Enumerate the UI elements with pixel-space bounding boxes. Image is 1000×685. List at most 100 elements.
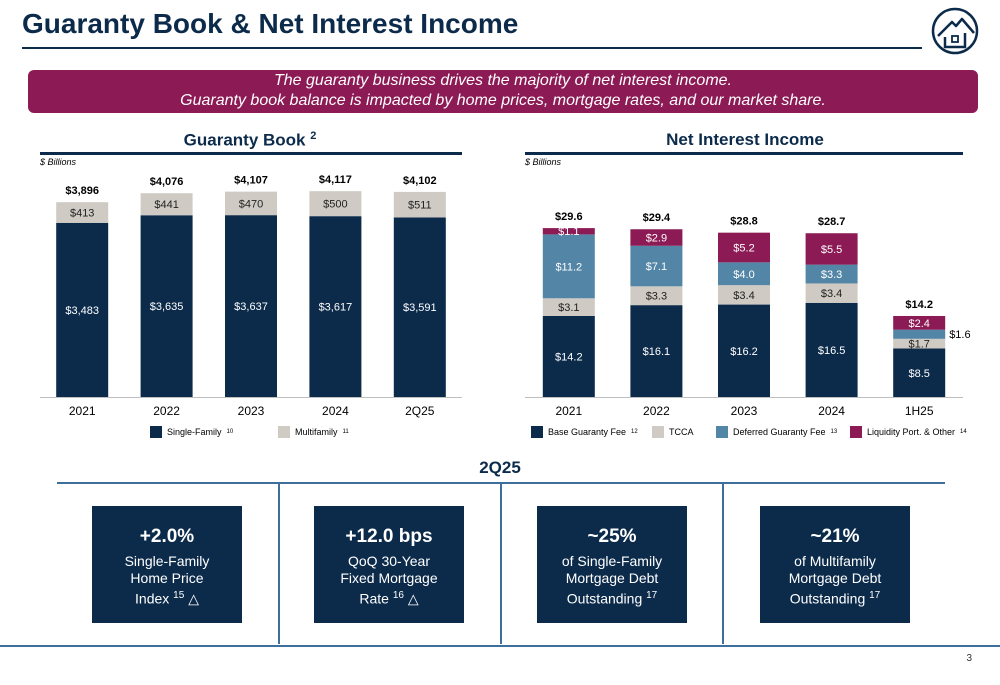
bar-segment — [393, 191, 446, 218]
kpi-description: Single-Family Home Price Index 15 △ — [124, 553, 210, 607]
bar-segment — [893, 338, 946, 349]
summary-banner: The guaranty business drives the majorit… — [28, 70, 978, 113]
kpi-description: QoQ 30-Year Fixed Mortgage Rate 16 △ — [340, 553, 438, 607]
nii-rule — [525, 152, 963, 155]
guaranty-book-rule — [40, 152, 462, 155]
x-tick-label: 2023 — [238, 404, 265, 418]
bar-segment — [630, 286, 683, 306]
data-label: $3.3 — [646, 291, 667, 303]
data-label: $16.2 — [730, 346, 758, 358]
data-label: $2.4 — [908, 318, 929, 330]
kpi-value: ~21% — [810, 526, 860, 547]
house-seal-logo — [931, 7, 979, 55]
data-label: $1.1 — [558, 226, 579, 238]
data-label: $3,637 — [234, 301, 268, 313]
bar-segment — [140, 215, 193, 397]
data-label: $3.3 — [821, 269, 842, 281]
total-label: $4,102 — [403, 175, 437, 187]
kpi-card-multifamily-share: ~21% of Multifamily Mortgage Debt Outsta… — [760, 506, 910, 623]
data-label: $441 — [154, 199, 178, 211]
data-label: $511 — [408, 200, 432, 212]
data-label: $5.2 — [733, 243, 754, 255]
bar-segment — [56, 202, 109, 223]
bar-segment — [225, 215, 277, 397]
bar-segment — [309, 216, 362, 397]
guaranty-book-units: $ Billions — [40, 157, 77, 167]
bar-segment — [805, 264, 858, 284]
total-label: $29.4 — [643, 212, 671, 224]
total-label: $28.8 — [730, 216, 758, 228]
bar-segment — [893, 329, 946, 339]
total-label: $14.2 — [905, 299, 933, 311]
data-label: $500 — [323, 199, 347, 211]
bar-segment — [630, 229, 683, 246]
bar-segment — [630, 305, 683, 397]
guaranty-book-title-sup: 2 — [310, 130, 317, 142]
bar-segment — [805, 302, 858, 397]
data-label: $3,591 — [403, 302, 437, 314]
data-label: $5.5 — [821, 244, 842, 256]
bar-segment — [805, 283, 858, 303]
data-label: $3,617 — [319, 302, 353, 314]
nii-units: $ Billions — [525, 157, 562, 167]
x-tick-label: 2021 — [69, 404, 96, 418]
banner-line-1: The guaranty business drives the majorit… — [274, 72, 732, 89]
data-label: $16.1 — [643, 346, 671, 358]
kpi-description: of Single-Family Mortgage Debt Outstandi… — [561, 553, 663, 607]
banner-line-2: Guaranty book balance is impacted by hom… — [180, 92, 826, 109]
legend-label: Liquidity Port. & Other — [867, 427, 956, 437]
guaranty-book-title-text: Guaranty Book — [183, 130, 306, 150]
kpi-card-mortgage-rate: +12.0 bps QoQ 30-Year Fixed Mortgage Rat… — [314, 506, 464, 623]
legend-label: Deferred Guaranty Fee — [733, 427, 826, 437]
page-title: Guaranty Book & Net Interest Income — [22, 8, 519, 39]
nii-title: Net Interest Income — [666, 130, 824, 149]
total-label: $29.6 — [555, 211, 583, 223]
kpi-divider — [278, 484, 280, 644]
x-tick-label: 2024 — [818, 404, 845, 418]
legend-deferred-guaranty-fee: Deferred Guaranty Fee 13 — [716, 426, 837, 438]
data-label: $470 — [239, 198, 263, 210]
x-tick-label: 1H25 — [905, 404, 934, 418]
data-label: $3,635 — [150, 301, 184, 313]
bar-segment — [805, 233, 858, 265]
total-label: $4,107 — [234, 175, 268, 187]
x-tick-label: 2Q25 — [405, 404, 435, 418]
legend-label: Multifamily — [295, 427, 338, 437]
bar-segment — [56, 222, 109, 397]
data-label: $3.1 — [558, 302, 579, 314]
x-tick-label: 2021 — [555, 404, 582, 418]
data-label: $14.2 — [555, 351, 583, 363]
bar-segment — [542, 315, 595, 397]
legend-label: Single-Family — [167, 427, 222, 437]
bar-segment — [718, 285, 770, 305]
x-tick-label: 2022 — [643, 404, 670, 418]
total-label: $4,117 — [319, 174, 352, 186]
x-tick-label: 2024 — [322, 404, 349, 418]
footer-rule — [0, 645, 1000, 647]
total-label: $3,896 — [65, 185, 99, 197]
bar-segment — [393, 217, 446, 397]
bar-segment — [309, 191, 362, 217]
bar-segment — [225, 191, 277, 216]
data-label: $16.5 — [818, 345, 846, 357]
legend-base-guaranty-fee: Base Guaranty Fee 12 — [531, 426, 638, 438]
bar-segment — [542, 298, 595, 316]
guaranty-book-title: Guaranty Book 2 — [40, 130, 460, 151]
data-label: $3.4 — [733, 290, 754, 302]
bar-segment — [893, 348, 946, 397]
legend-swatch — [850, 426, 862, 438]
guaranty-book-chart: $3,483 $413 $3,896 2021 $3,635 $441 $4,076 2022… — [40, 174, 462, 418]
kpi-value: ~25% — [587, 526, 637, 547]
data-label: $7.1 — [646, 261, 667, 273]
total-label: $4,076 — [150, 176, 184, 188]
data-label: $413 — [70, 208, 94, 220]
kpi-description: of Multifamily Mortgage Debt Outstanding… — [788, 553, 882, 607]
kpi-divider — [722, 484, 724, 644]
net-interest-income-chart: $14.2 $3.1 $11.2 $1.1 $29.6 2021 $16.1 $3.3 $7.1… — [525, 211, 971, 418]
title-divider — [22, 47, 922, 49]
data-label: $1.7 — [908, 339, 929, 351]
legend-single-family: Single-Family 10 — [150, 426, 233, 438]
data-label: $11.2 — [555, 261, 582, 273]
legend-multifamily: Multifamily 11 — [278, 426, 349, 438]
kpi-value: +12.0 bps — [345, 526, 433, 547]
